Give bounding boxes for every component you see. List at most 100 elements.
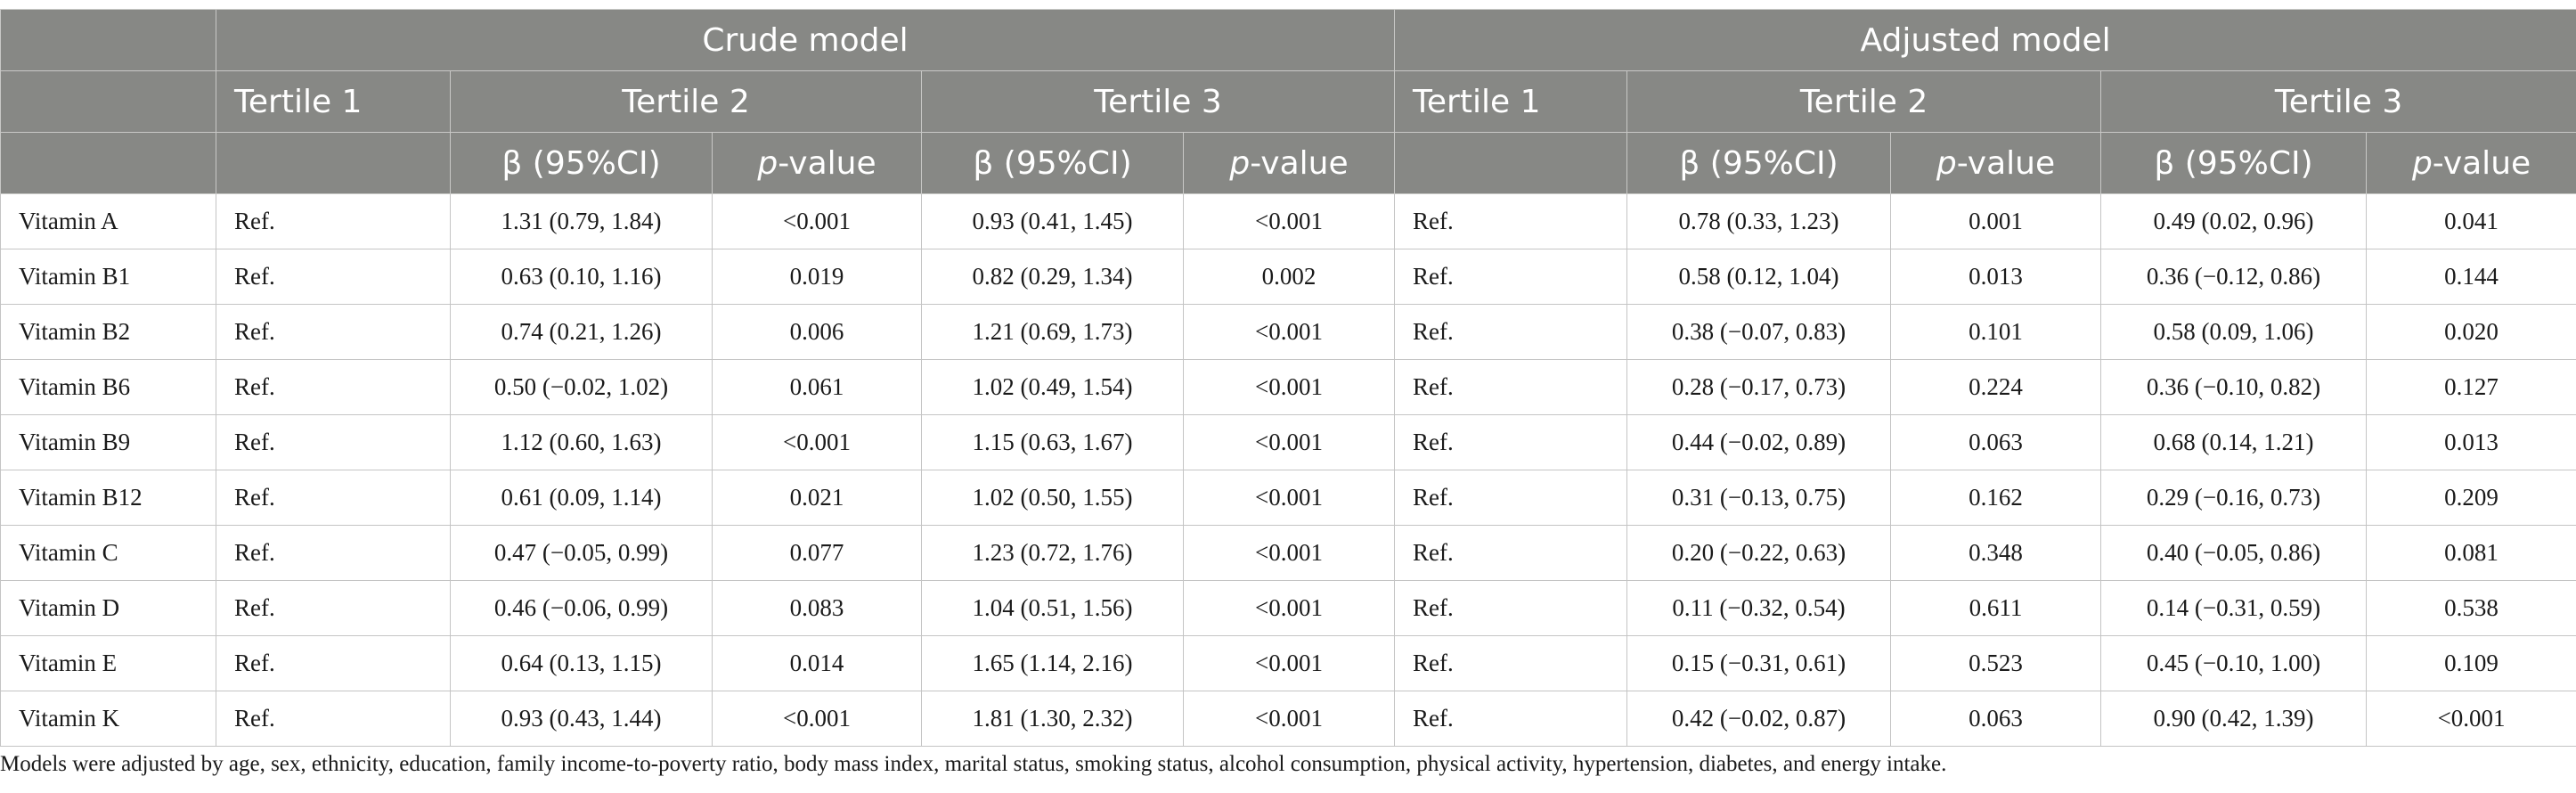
crude-t3-beta: 1.04 (0.51, 1.56) (921, 580, 1184, 636)
adjusted-t3-p: 0.013 (2366, 414, 2576, 470)
adjusted-t1-cell: Ref. (1394, 304, 1628, 360)
table-body: Vitamin A Ref. 1.31 (0.79, 1.84) <0.001 … (0, 193, 2576, 747)
crude-t3-beta: 0.93 (0.41, 1.45) (921, 193, 1184, 249)
crude-t3-p: <0.001 (1182, 359, 1396, 415)
row-label: Vitamin A (0, 193, 216, 249)
adjusted-t2-p: 0.611 (1890, 580, 2102, 636)
crude-t3-beta: 1.23 (0.72, 1.76) (921, 525, 1184, 581)
crude-t1-cell: Ref. (216, 470, 451, 526)
crude-t2-beta: 1.12 (0.60, 1.63) (450, 414, 713, 470)
crude-t2-beta: 0.50 (−0.02, 1.02) (450, 359, 713, 415)
adjusted-t2-p: 0.224 (1890, 359, 2102, 415)
crude-t1-cell: Ref. (216, 691, 451, 747)
adjusted-t3-beta: 0.90 (0.42, 1.39) (2100, 691, 2368, 747)
adjusted-t2-beta: 0.11 (−0.32, 0.54) (1626, 580, 1892, 636)
crude-t2-p: 0.077 (712, 525, 922, 581)
header-blank-cell (216, 132, 451, 194)
adjusted-t2-beta: 0.28 (−0.17, 0.73) (1626, 359, 1892, 415)
crude-t3-beta: 1.65 (1.14, 2.16) (921, 635, 1184, 691)
adjusted-t1-cell: Ref. (1394, 580, 1628, 636)
table-row: Vitamin B6 Ref. 0.50 (−0.02, 1.02) 0.061… (0, 359, 2576, 415)
table-row: Vitamin A Ref. 1.31 (0.79, 1.84) <0.001 … (0, 193, 2576, 249)
table-row: Vitamin K Ref. 0.93 (0.43, 1.44) <0.001 … (0, 691, 2576, 747)
adjusted-t2-beta: 0.31 (−0.13, 0.75) (1626, 470, 1892, 526)
crude-t1-cell: Ref. (216, 580, 451, 636)
adjusted-t1-cell: Ref. (1394, 249, 1628, 305)
crude-t3-beta: 1.02 (0.49, 1.54) (921, 359, 1184, 415)
table-row: Vitamin B9 Ref. 1.12 (0.60, 1.63) <0.001… (0, 414, 2576, 470)
row-label: Vitamin D (0, 580, 216, 636)
crude-t1-cell: Ref. (216, 525, 451, 581)
adjusted-t1-cell: Ref. (1394, 359, 1628, 415)
adjusted-t2-p: 0.162 (1890, 470, 2102, 526)
header-adjusted-tertile1: Tertile 1 (1394, 70, 1628, 133)
adjusted-t3-p: 0.041 (2366, 193, 2576, 249)
header-beta-ci: β (95%CI) (2100, 132, 2368, 194)
adjusted-t1-cell: Ref. (1394, 193, 1628, 249)
adjusted-t3-beta: 0.58 (0.09, 1.06) (2100, 304, 2368, 360)
row-label: Vitamin B12 (0, 470, 216, 526)
crude-t3-p: <0.001 (1182, 580, 1396, 636)
row-label: Vitamin B9 (0, 414, 216, 470)
adjusted-t2-beta: 0.15 (−0.31, 0.61) (1626, 635, 1892, 691)
crude-t1-cell: Ref. (216, 359, 451, 415)
adjusted-t2-beta: 0.78 (0.33, 1.23) (1626, 193, 1892, 249)
crude-t2-p: <0.001 (712, 193, 922, 249)
header-p-value: p-value (1182, 132, 1396, 194)
crude-t2-p: 0.061 (712, 359, 922, 415)
adjusted-t2-p: 0.001 (1890, 193, 2102, 249)
crude-t2-p: 0.014 (712, 635, 922, 691)
adjusted-t3-beta: 0.49 (0.02, 0.96) (2100, 193, 2368, 249)
crude-t1-cell: Ref. (216, 249, 451, 305)
adjusted-t3-p: 0.127 (2366, 359, 2576, 415)
crude-t1-cell: Ref. (216, 414, 451, 470)
header-beta-ci: β (95%CI) (450, 132, 713, 194)
adjusted-t1-cell: Ref. (1394, 635, 1628, 691)
header-crude-tertile1: Tertile 1 (216, 70, 451, 133)
crude-t2-p: 0.006 (712, 304, 922, 360)
crude-t2-p: 0.019 (712, 249, 922, 305)
crude-t2-beta: 0.93 (0.43, 1.44) (450, 691, 713, 747)
table-row: Vitamin B2 Ref. 0.74 (0.21, 1.26) 0.006 … (0, 304, 2576, 360)
crude-t3-p: <0.001 (1182, 691, 1396, 747)
adjusted-t3-beta: 0.29 (−0.16, 0.73) (2100, 470, 2368, 526)
adjusted-t2-p: 0.063 (1890, 691, 2102, 747)
row-label: Vitamin B1 (0, 249, 216, 305)
adjusted-t3-p: 0.109 (2366, 635, 2576, 691)
header-row-models: Crude model Adjusted model (0, 9, 2576, 71)
header-adjusted-tertile2: Tertile 2 (1626, 70, 2102, 133)
header-crude-model: Crude model (215, 9, 1396, 71)
adjusted-t3-beta: 0.45 (−0.10, 1.00) (2100, 635, 2368, 691)
table-row: Vitamin B1 Ref. 0.63 (0.10, 1.16) 0.019 … (0, 249, 2576, 305)
header-adjusted-tertile3: Tertile 3 (2100, 70, 2576, 133)
adjusted-t1-cell: Ref. (1394, 470, 1628, 526)
adjusted-t3-p: 0.144 (2366, 249, 2576, 305)
adjusted-t3-beta: 0.68 (0.14, 1.21) (2100, 414, 2368, 470)
crude-t2-beta: 0.63 (0.10, 1.16) (450, 249, 713, 305)
adjusted-t2-beta: 0.42 (−0.02, 0.87) (1626, 691, 1892, 747)
header-row-tertiles: Tertile 1 Tertile 2 Tertile 3 Tertile 1 … (0, 70, 2576, 133)
adjusted-t2-p: 0.013 (1890, 249, 2102, 305)
header-beta-ci: β (95%CI) (921, 132, 1184, 194)
header-crude-tertile2: Tertile 2 (450, 70, 922, 133)
crude-t3-beta: 1.21 (0.69, 1.73) (921, 304, 1184, 360)
header-row-stats: β (95%CI) p-value β (95%CI) p-value β (9… (0, 132, 2576, 194)
crude-t3-p: <0.001 (1182, 525, 1396, 581)
crude-t3-beta: 0.82 (0.29, 1.34) (921, 249, 1184, 305)
row-label: Vitamin B2 (0, 304, 216, 360)
adjusted-t3-p: 0.020 (2366, 304, 2576, 360)
crude-t1-cell: Ref. (216, 635, 451, 691)
adjusted-t1-cell: Ref. (1394, 414, 1628, 470)
table-row: Vitamin D Ref. 0.46 (−0.06, 0.99) 0.083 … (0, 580, 2576, 636)
row-label: Vitamin B6 (0, 359, 216, 415)
header-p-value: p-value (2366, 132, 2576, 194)
crude-t2-beta: 1.31 (0.79, 1.84) (450, 193, 713, 249)
adjusted-t3-beta: 0.36 (−0.10, 0.82) (2100, 359, 2368, 415)
header-p-value: p-value (712, 132, 922, 194)
crude-t3-p: 0.002 (1182, 249, 1396, 305)
table-footnote: Models were adjusted by age, sex, ethnic… (0, 752, 1947, 776)
crude-t2-beta: 0.46 (−0.06, 0.99) (450, 580, 713, 636)
adjusted-t2-beta: 0.20 (−0.22, 0.63) (1626, 525, 1892, 581)
adjusted-t3-beta: 0.36 (−0.12, 0.86) (2100, 249, 2368, 305)
crude-t3-p: <0.001 (1182, 304, 1396, 360)
